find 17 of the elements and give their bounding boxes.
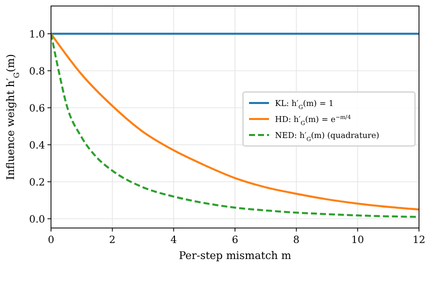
x-axis-title: Per-step mismatch m <box>178 250 292 262</box>
y-tick-label: 0.6 <box>29 103 45 114</box>
y-tick-label: 0.8 <box>29 66 45 78</box>
x-tick-label: 2 <box>109 235 116 246</box>
x-tick-label: 4 <box>170 235 177 246</box>
x-tick-label: 8 <box>293 235 300 246</box>
legend-label: NED: h′$_{G}$(m) (quadrature) <box>275 130 380 143</box>
legend-label: KL: h′$_{G}$(m) = 1 <box>275 98 334 111</box>
y-tick-label: 1.0 <box>29 29 45 40</box>
x-tick-label: 10 <box>351 235 364 246</box>
legend-label: HD: h′$_{G}$(m) = e$^{−m/4}$ <box>275 114 352 127</box>
x-tick-label: 6 <box>232 235 238 246</box>
x-tick-label: 0 <box>48 235 54 246</box>
x-tick-label: 12 <box>412 235 426 246</box>
y-tick-label: 0.2 <box>29 177 45 188</box>
y-tick-label: 0.4 <box>29 140 45 152</box>
y-tick-label: 0.0 <box>29 214 45 226</box>
